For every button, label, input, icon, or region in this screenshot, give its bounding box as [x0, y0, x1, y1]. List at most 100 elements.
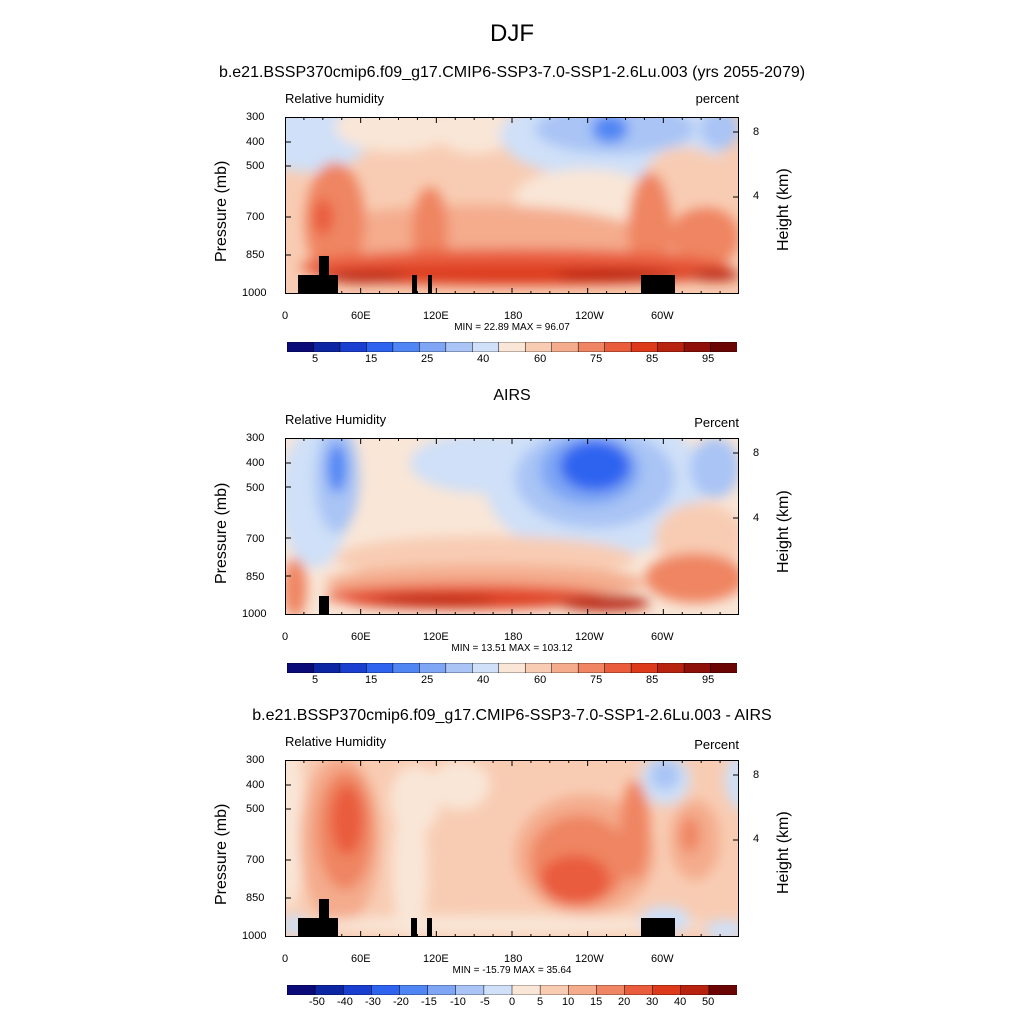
- panel-3-colorbar-label: -5: [480, 996, 490, 1008]
- colorbar-swatch: [498, 342, 526, 352]
- panel-2-minmax: MIN = 13.51 MAX = 103.12: [451, 643, 573, 654]
- panel-3-xtick-label: 120W: [575, 953, 604, 965]
- colorbar-swatch: [511, 985, 541, 995]
- panel-3-plot: [285, 760, 739, 937]
- colorbar-swatch: [596, 985, 626, 995]
- colorbar-swatch: [339, 663, 367, 673]
- panel-3-colorbar-label: -10: [450, 996, 466, 1008]
- panel-1-plot: [285, 117, 739, 294]
- panel-1-units-label: percent: [695, 91, 739, 106]
- panel-3-topography: [641, 918, 675, 937]
- colorbar-swatch: [419, 342, 447, 352]
- colorbar-swatch: [577, 663, 606, 673]
- panel-2-variable-label: Relative Humidity: [285, 412, 387, 427]
- panel-2-colorbar-label: 5: [312, 674, 319, 686]
- panel-3-ytick-label: 400: [246, 779, 265, 791]
- colorbar-swatch: [630, 663, 659, 673]
- panel-1-xtick-label: 0: [282, 310, 289, 322]
- panel-3-title: b.e21.BSSP370cmip6.f09_g17.CMIP6-SSP3-7.…: [252, 707, 772, 724]
- colorbar-swatch: [287, 342, 315, 352]
- panel-1-ytick-label: 850: [246, 249, 265, 261]
- panel-3-colorbar-label: 5: [537, 996, 544, 1008]
- panel-2-y2tick-label: 4: [753, 512, 760, 524]
- panel-2-xtick-label: 0: [282, 631, 289, 643]
- colorbar-swatch: [445, 342, 473, 352]
- colorbar-swatch: [313, 663, 341, 673]
- panel-1-colorbar-label: 85: [646, 353, 659, 365]
- panel-3-xtick-label: 120E: [423, 953, 449, 965]
- panel-1-xtick-label: 60E: [351, 310, 371, 322]
- panel-1-ytick-label: 300: [246, 111, 265, 123]
- panel-2-colorbar-label: 85: [646, 674, 659, 686]
- panel-2-ytick-label: 1000: [242, 608, 267, 620]
- panel-2-ytick-label: 500: [246, 482, 265, 494]
- colorbar-swatch: [657, 342, 685, 352]
- colorbar-swatch: [683, 663, 712, 673]
- colorbar-swatch: [657, 663, 685, 673]
- colorbar-swatch: [604, 663, 632, 673]
- panel-1-ytick-label: 1000: [242, 287, 267, 299]
- panel-1-colorbar-label: 95: [702, 353, 715, 365]
- colorbar-swatch: [624, 985, 654, 995]
- panel-1-ytick-label: 700: [246, 211, 265, 223]
- panel-1-y-axis-title: Pressure (mb): [213, 160, 230, 262]
- colorbar-swatch: [314, 985, 344, 995]
- colorbar-swatch: [604, 342, 632, 352]
- panel-1-topography: [412, 275, 417, 294]
- colorbar-swatch: [287, 663, 315, 673]
- colorbar-swatch: [524, 663, 553, 673]
- panel-2-colorbar-label: 75: [590, 674, 603, 686]
- panel-2-xtick-label: 120E: [423, 631, 449, 643]
- panel-3-colorbar-label: -40: [337, 996, 353, 1008]
- colorbar-swatch: [524, 342, 553, 352]
- colorbar-swatch: [339, 342, 367, 352]
- panel-1-colorbar-label: 5: [312, 353, 319, 365]
- colorbar-swatch: [366, 342, 394, 352]
- figure-title: DJF: [490, 20, 534, 47]
- panel-3-y2-axis-title: Height (km): [775, 811, 792, 894]
- colorbar-swatch: [551, 663, 579, 673]
- panel-3-colorbar-label: -15: [421, 996, 437, 1008]
- colorbar-swatch: [287, 985, 316, 995]
- panel-3-colorbar-label: 50: [702, 996, 715, 1008]
- panel-3-ytick-label: 850: [246, 892, 265, 904]
- panel-3-minmax: MIN = -15.79 MAX = 35.64: [452, 965, 572, 976]
- panel-2-colorbar-label: 60: [534, 674, 547, 686]
- panel-3-colorbar-label: 20: [618, 996, 631, 1008]
- panel-3-xtick-label: 60E: [351, 953, 371, 965]
- panel-3-colorbar: [287, 985, 737, 995]
- panel-3-y2tick-label: 4: [753, 833, 760, 845]
- panel-2-colorbar-label: 40: [477, 674, 490, 686]
- colorbar-swatch: [568, 985, 597, 995]
- colorbar-swatch: [683, 342, 712, 352]
- colorbar-swatch: [551, 342, 579, 352]
- panel-1-topography: [641, 275, 675, 294]
- panel-3-colorbar-label: 30: [646, 996, 659, 1008]
- colorbar-swatch: [392, 663, 420, 673]
- colorbar-swatch: [710, 663, 737, 673]
- panel-3-colorbar-label: -20: [393, 996, 409, 1008]
- panel-3-colorbar-label: 15: [590, 996, 603, 1008]
- panel-1-xtick-label: 60W: [651, 310, 674, 322]
- colorbar-swatch: [539, 985, 569, 995]
- colorbar-swatch: [680, 985, 710, 995]
- colorbar-swatch: [472, 342, 500, 352]
- panel-1-xtick-label: 120W: [575, 310, 604, 322]
- panel-2-ytick-label: 850: [246, 571, 265, 583]
- colorbar-swatch: [708, 985, 737, 995]
- panel-2-colorbar-label: 25: [421, 674, 434, 686]
- panel-1-y2tick-label: 8: [753, 126, 760, 138]
- panel-3-y-axis-title: Pressure (mb): [213, 803, 230, 905]
- panel-3-topography: [298, 899, 338, 937]
- panel-1-colorbar-label: 25: [421, 353, 434, 365]
- colorbar-swatch: [483, 985, 513, 995]
- colorbar-swatch: [392, 342, 420, 352]
- colorbar-swatch: [472, 663, 500, 673]
- colorbar-swatch: [419, 663, 447, 673]
- colorbar-swatch: [445, 663, 473, 673]
- panel-2-ytick-label: 700: [246, 533, 265, 545]
- colorbar-swatch: [343, 985, 372, 995]
- panel-2-xtick-label: 60W: [651, 631, 674, 643]
- panel-3-xtick-label: 60W: [651, 953, 674, 965]
- panel-1-colorbar-label: 15: [365, 353, 378, 365]
